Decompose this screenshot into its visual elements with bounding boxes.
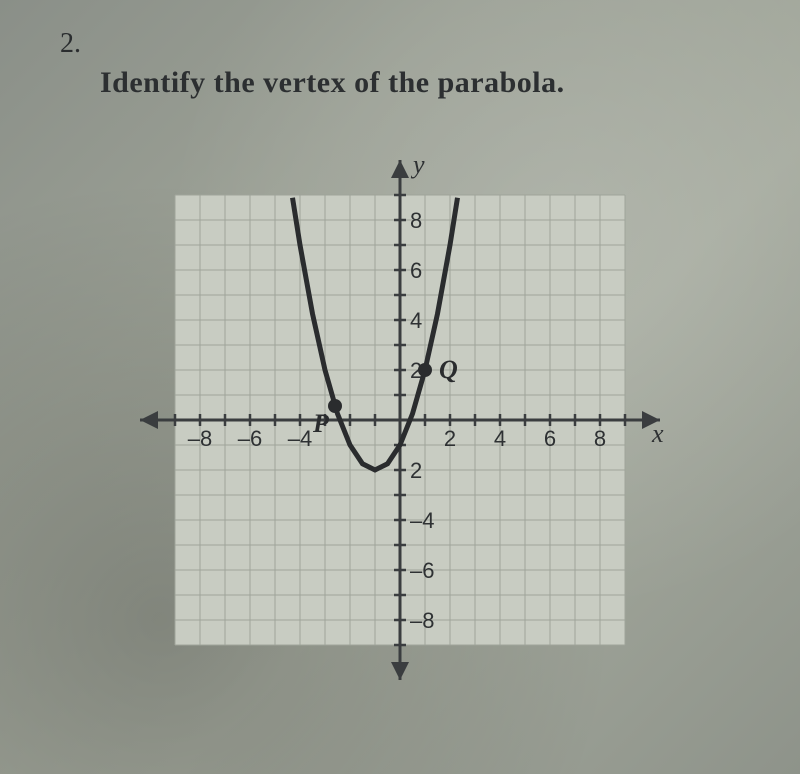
svg-text:2: 2 [410,458,422,483]
svg-text:4: 4 [410,308,422,333]
x-axis-arrow-left [140,411,158,429]
y-axis-label: y [410,150,425,179]
svg-text:–4: –4 [410,508,434,533]
svg-text:–8: –8 [188,426,212,451]
point-label-P: P [312,409,330,438]
svg-text:–6: –6 [238,426,262,451]
worksheet-page: 2. Identify the vertex of the parabola. … [0,0,800,728]
y-axis-arrow-down [391,662,409,680]
svg-text:–4: –4 [288,426,312,451]
x-axis-label: x [651,419,664,448]
point-Q [418,363,432,377]
svg-text:8: 8 [594,426,606,451]
coordinate-graph: –8–6–4246824682–4–6–8 y x PQ [120,140,680,700]
y-axis-arrow-up [391,160,409,178]
svg-text:–8: –8 [410,608,434,633]
svg-text:4: 4 [494,426,506,451]
svg-text:6: 6 [410,258,422,283]
svg-text:–6: –6 [410,558,434,583]
svg-text:8: 8 [410,208,422,233]
graph-svg: –8–6–4246824682–4–6–8 y x PQ [120,140,680,700]
point-P [328,399,342,413]
point-label-Q: Q [439,355,458,384]
question-prompt: Identify the vertex of the parabola. [100,66,760,100]
svg-text:2: 2 [444,426,456,451]
question-number: 2. [60,28,760,60]
svg-text:6: 6 [544,426,556,451]
